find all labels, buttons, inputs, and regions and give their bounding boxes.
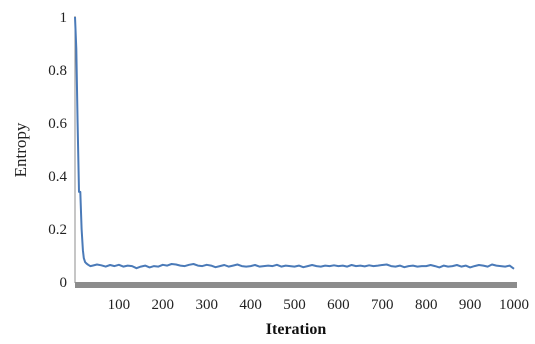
x-axis-bar [75, 282, 517, 288]
y-tick-label: 0.4 [48, 169, 67, 185]
x-tick-label: 1000 [499, 297, 529, 313]
series-line-entropy [74, 16, 515, 270]
y-axis-title: Entropy [11, 122, 30, 177]
x-tick-label: 200 [152, 297, 175, 313]
x-tick-label: 800 [415, 297, 438, 313]
y-tick-label: 0.6 [48, 116, 67, 132]
x-axis-title: Iteration [266, 321, 327, 338]
y-tick-label: 1 [60, 10, 68, 26]
x-tick-label: 400 [239, 297, 262, 313]
y-axis-ticks: 0 0.2 0.4 0.6 0.8 1 [48, 10, 67, 291]
y-tick-label: 0 [60, 275, 68, 291]
x-tick-label: 900 [459, 297, 482, 313]
y-tick-label: 0.8 [48, 63, 67, 79]
x-tick-label: 700 [371, 297, 394, 313]
y-tick-label: 0.2 [48, 222, 67, 238]
x-tick-label: 100 [108, 297, 131, 313]
x-tick-label: 500 [283, 297, 306, 313]
x-tick-label: 300 [195, 297, 218, 313]
x-axis-ticks: 100 200 300 400 500 600 700 800 900 1000 [108, 297, 529, 313]
x-tick-label: 600 [327, 297, 350, 313]
